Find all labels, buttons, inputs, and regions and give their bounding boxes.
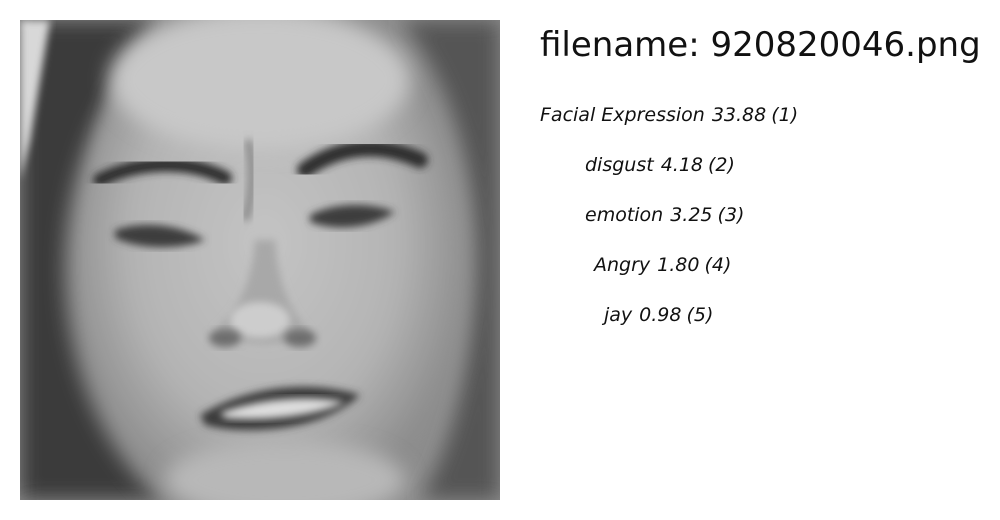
- label-score: 0.98: [639, 304, 682, 326]
- label-name: jay: [604, 304, 633, 326]
- label-name: Facial Expression: [540, 104, 705, 126]
- label-rank: (4): [704, 254, 732, 276]
- label-name: disgust: [585, 154, 654, 176]
- label-name: Angry: [594, 254, 651, 276]
- label-item-4: Angry 1.80 (4): [540, 250, 840, 300]
- label-item-2: disgust 4.18 (2): [540, 150, 840, 200]
- label-score: 33.88: [711, 104, 767, 126]
- face-photo-drawing: [20, 20, 500, 500]
- label-score: 3.25: [670, 204, 713, 226]
- label-rank: (2): [708, 154, 735, 176]
- filename-heading: filename: 920820046.png: [540, 24, 981, 66]
- label-item-3: emotion 3.25 (3): [540, 200, 840, 250]
- label-score: 4.18: [660, 154, 704, 176]
- label-name: emotion: [585, 204, 664, 226]
- filename-value: 920820046.png: [710, 25, 981, 65]
- label-item-1: Facial Expression 33.88 (1): [540, 100, 840, 150]
- filename-prefix: filename:: [540, 25, 700, 65]
- label-rank: (3): [717, 204, 745, 226]
- label-list: Facial Expression 33.88 (1) disgust 4.18 (2)…: [540, 100, 840, 350]
- label-item-5: jay 0.98 (5): [540, 300, 840, 350]
- face-photo: [20, 20, 500, 500]
- label-score: 1.80: [657, 254, 700, 276]
- label-rank: (1): [771, 104, 799, 126]
- label-rank: (5): [686, 304, 714, 326]
